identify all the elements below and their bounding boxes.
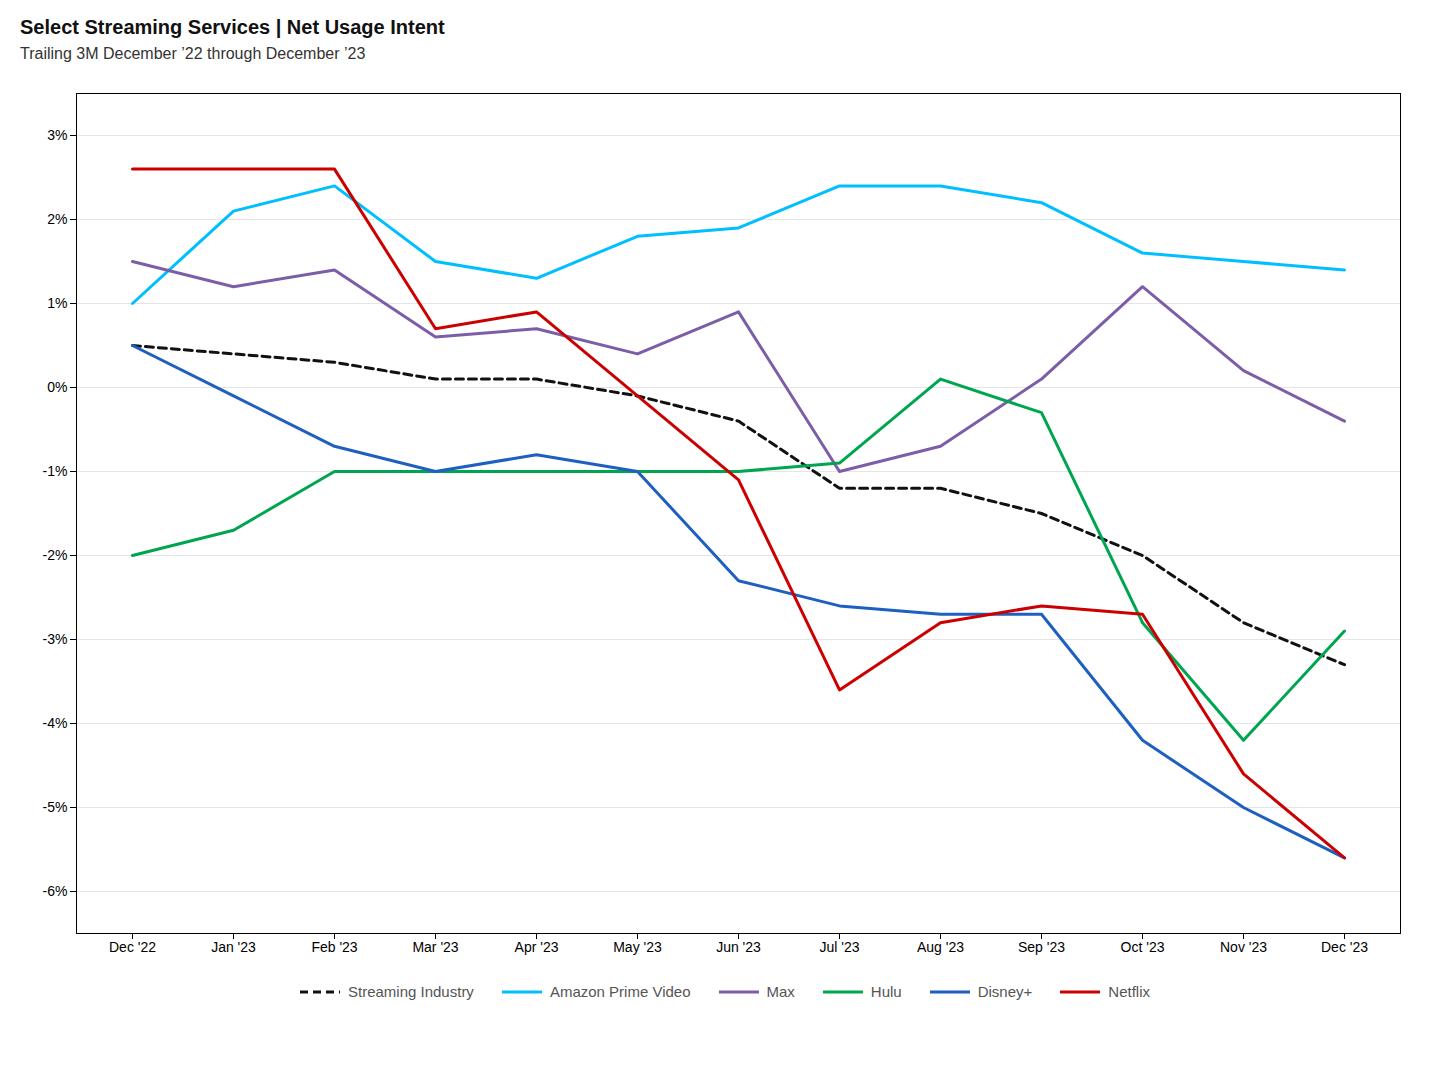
svg-text:0%: 0% — [47, 379, 67, 395]
svg-text:-1%: -1% — [43, 463, 68, 479]
svg-text:2%: 2% — [47, 211, 67, 227]
svg-text:-5%: -5% — [43, 799, 68, 815]
html-text:Disney+: Disney+ — [977, 983, 1033, 1000]
svg-text:May '23: May '23 — [613, 939, 662, 955]
html-text:Trailing 3M December ’22 throu: Trailing 3M December ’22 through Decembe… — [20, 45, 366, 62]
svg-text:-6%: -6% — [43, 883, 68, 899]
svg-text:-2%: -2% — [43, 547, 68, 563]
svg-text:Apr '23: Apr '23 — [515, 939, 559, 955]
html-text:Streaming Industry: Streaming Industry — [348, 983, 474, 1000]
html-text:Hulu: Hulu — [870, 983, 902, 1000]
html-text:Max: Max — [766, 983, 795, 1000]
svg-text:Jan '23: Jan '23 — [211, 939, 256, 955]
svg-text:Nov '23: Nov '23 — [1220, 939, 1267, 955]
svg-text:Mar '23: Mar '23 — [412, 939, 458, 955]
svg-text:Aug '23: Aug '23 — [917, 939, 964, 955]
svg-text:-3%: -3% — [43, 631, 68, 647]
svg-text:-4%: -4% — [43, 715, 68, 731]
svg-text:Dec '23: Dec '23 — [1321, 939, 1368, 955]
svg-text:3%: 3% — [47, 127, 67, 143]
svg-text:Dec '22: Dec '22 — [109, 939, 156, 955]
svg-text:Sep '23: Sep '23 — [1018, 939, 1065, 955]
svg-text:Jul '23: Jul '23 — [819, 939, 859, 955]
svg-text:Jun '23: Jun '23 — [716, 939, 761, 955]
html-text:Netflix: Netflix — [1108, 983, 1150, 1000]
html-text:Select Streaming Services | Ne: Select Streaming Services | Net Usage In… — [20, 16, 445, 38]
html-text:Amazon Prime Video: Amazon Prime Video — [549, 983, 691, 1000]
svg-text:1%: 1% — [47, 295, 67, 311]
svg-text:Feb '23: Feb '23 — [311, 939, 357, 955]
svg-text:Oct '23: Oct '23 — [1121, 939, 1165, 955]
